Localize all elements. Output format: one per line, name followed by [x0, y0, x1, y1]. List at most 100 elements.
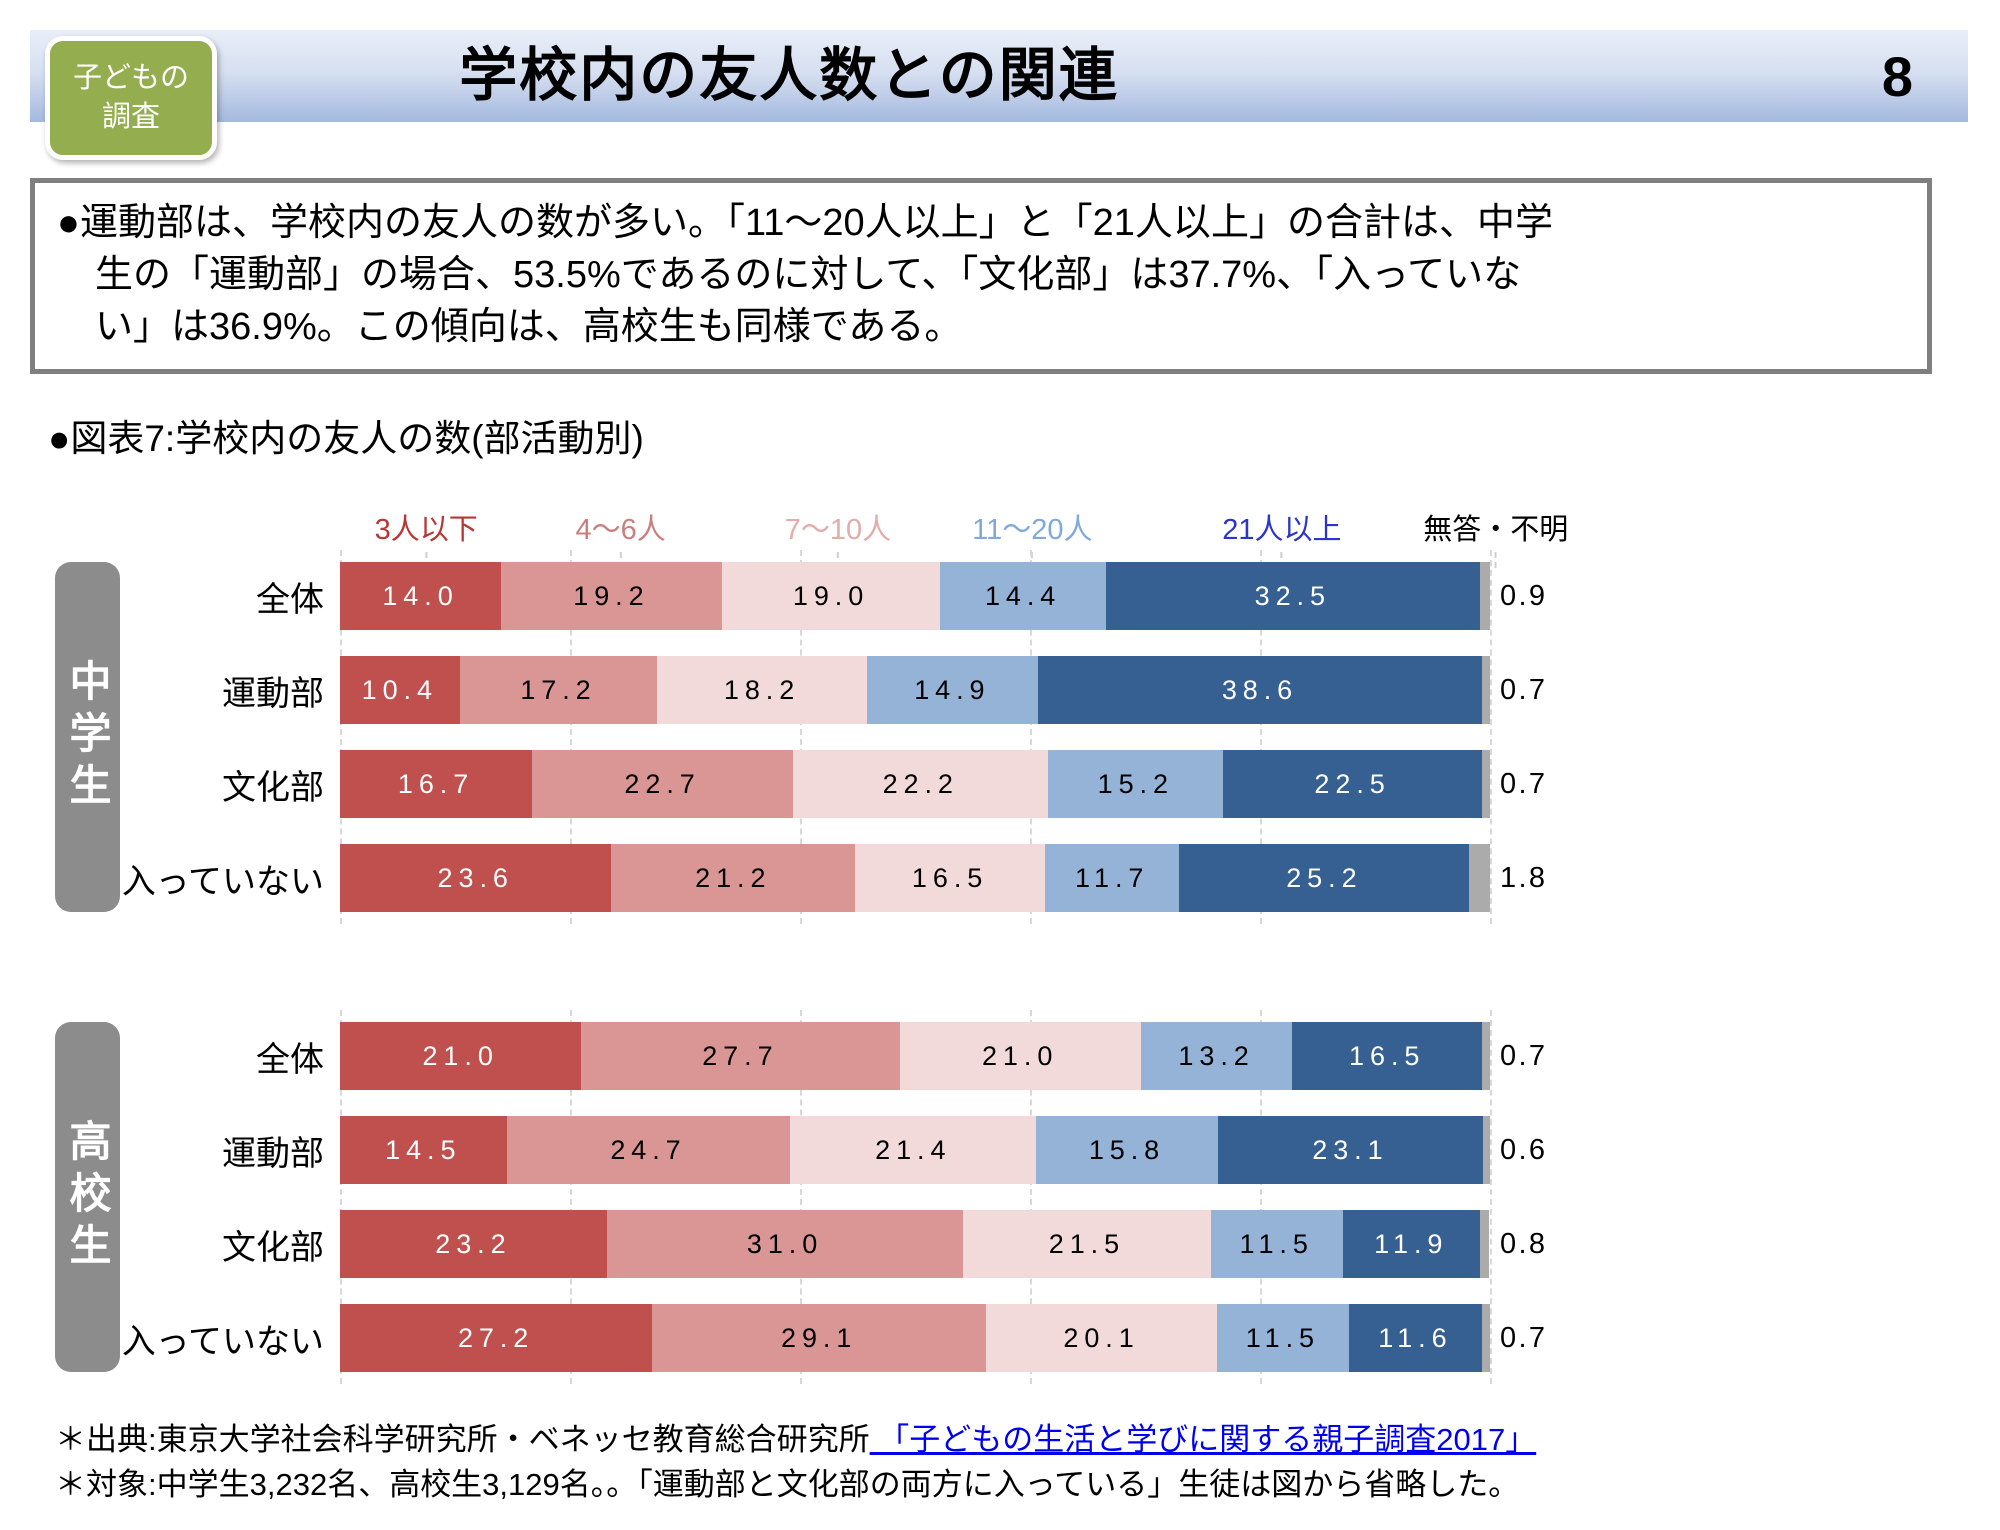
gridline	[1490, 1010, 1492, 1384]
bar-segment-3: 14.4	[940, 562, 1106, 630]
segment-value: 16.7	[397, 768, 475, 799]
gridline	[1030, 550, 1032, 924]
row-label: 全体	[256, 1040, 324, 1079]
group-band-label: 高校生	[55, 1022, 120, 1372]
unanswered-value: 0.7	[1500, 767, 1548, 800]
group-rows: 全体 14.0 19.2 19.0 14.4 32.5 0.9 運動部 10.4 17.2 18.2…	[120, 550, 1570, 924]
stacked-bar: 27.2 29.1 20.1 11.5 11.6	[340, 1304, 1490, 1372]
segment-value: 32.5	[1254, 580, 1331, 611]
segment-value: 14.5	[385, 1134, 462, 1165]
bar-row: 入っていない 23.6 21.2 16.5 11.7 25.2 1.8	[120, 844, 1570, 912]
bar-segment-0: 14.0	[340, 562, 501, 630]
bar-segment-4: 11.6	[1348, 1304, 1482, 1372]
bar-segment-0: 27.2	[340, 1304, 653, 1372]
summary-line-3: い」は36.9%。この傾向は、高校生も同様である。	[95, 306, 963, 348]
chart-group-0: 中学生 全体 14.0 19.2 19.0 14.4 32.5 0.9 運動部 10.4 17.2 1…	[55, 550, 1570, 924]
subjects-note: ＊対象:中学生3,232名、高校生3,129名。。「運動部と文化部の両方に入って…	[55, 1466, 1520, 1502]
legend-label-0: 3人以下	[374, 514, 478, 546]
source-prefix: ＊出典:東京大学社会科学研究所・ベネッセ教育総合研究所	[55, 1422, 870, 1457]
segment-value: 19.0	[792, 580, 870, 611]
bar-segment-3: 15.8	[1036, 1116, 1218, 1184]
gridline	[570, 1010, 572, 1384]
bar-segment-2: 21.4	[790, 1116, 1037, 1184]
bar-segment-0: 10.4	[340, 656, 460, 724]
bar-segment-2: 22.2	[793, 750, 1049, 818]
unanswered-value: 0.7	[1500, 1321, 1548, 1354]
header-band: 子どもの 調査 学校内の友人数との関連 8	[30, 30, 1968, 160]
legend-label-2: 7〜10人	[784, 514, 892, 546]
legend-item: 3人以下	[375, 506, 478, 568]
segment-value: 16.5	[911, 862, 989, 893]
bar-row: 運動部 10.4 17.2 18.2 14.9 38.6 0.7	[120, 656, 1570, 724]
bar-segment-0: 23.2	[340, 1210, 607, 1278]
stacked-bar: 14.0 19.2 19.0 14.4 32.5	[340, 562, 1490, 630]
bar-row: 入っていない 27.2 29.1 20.1 11.5 11.6 0.7	[120, 1304, 1570, 1372]
bar-segment-2: 16.5	[855, 844, 1045, 912]
legend-tick	[425, 552, 428, 568]
segment-value: 18.2	[723, 674, 801, 705]
bar-segment-1: 24.7	[506, 1116, 791, 1184]
bar-row: 文化部 16.7 22.7 22.2 15.2 22.5 0.7	[120, 750, 1570, 818]
stacked-bar: 16.7 22.7 22.2 15.2 22.5	[340, 750, 1490, 818]
page-title: 学校内の友人数との関連	[459, 43, 1119, 108]
bar-segment-5	[1469, 844, 1490, 912]
legend-label-1: 4〜6人	[575, 514, 666, 546]
bar-segment-3: 15.2	[1048, 750, 1224, 818]
segment-value: 23.1	[1312, 1134, 1389, 1165]
gridline	[340, 1010, 342, 1384]
bar-segment-3: 11.5	[1210, 1210, 1343, 1278]
bar-segment-1: 29.1	[652, 1304, 987, 1372]
figure-caption: ●図表7:学校内の友人の数(部活動別)	[48, 418, 644, 459]
bar-segment-4: 32.5	[1105, 562, 1480, 630]
legend-item: 7〜10人	[785, 506, 891, 568]
legend-tick	[619, 552, 622, 568]
bar-segment-3: 13.2	[1140, 1022, 1293, 1090]
bar-segment-0: 23.6	[340, 844, 612, 912]
summary-box: ●運動部は、学校内の友人の数が多い。「11〜20人以上」と「21人以上」の合計は…	[30, 178, 1932, 374]
segment-value: 19.2	[573, 580, 650, 611]
bar-segment-2: 18.2	[657, 656, 867, 724]
bar-segment-1: 21.2	[611, 844, 856, 912]
segment-value: 20.1	[1063, 1322, 1140, 1353]
segment-value: 11.5	[1245, 1322, 1320, 1353]
chart-groups: 中学生 全体 14.0 19.2 19.0 14.4 32.5 0.9 運動部 10.4 17.2 1…	[55, 550, 2000, 1384]
segment-value: 15.8	[1088, 1134, 1166, 1165]
stacked-bar: 21.0 27.7 21.0 13.2 16.5	[340, 1022, 1490, 1090]
summary-line-2: 生の「運動部」の場合、53.5%であるのに対して、「文化部」は37.7%、「入っ…	[95, 254, 1522, 296]
bar-segment-2: 19.0	[721, 562, 941, 630]
bar-segment-5	[1481, 656, 1490, 724]
legend-tick	[1031, 552, 1034, 568]
bar-segment-1: 31.0	[606, 1210, 964, 1278]
row-label: 入っていない	[121, 862, 324, 901]
unanswered-value: 0.9	[1500, 579, 1548, 612]
segment-value: 22.5	[1314, 768, 1391, 799]
bar-row: 全体 14.0 19.2 19.0 14.4 32.5 0.9	[120, 562, 1570, 630]
bar-segment-0: 14.5	[340, 1116, 507, 1184]
row-label: 運動部	[222, 674, 324, 713]
bar-segment-5	[1481, 1304, 1490, 1372]
source-note: ＊出典:東京大学社会科学研究所・ベネッセ教育総合研究所 「子どもの生活と学びに関…	[55, 1418, 2000, 1463]
legend-label-3: 11〜20人	[972, 514, 1093, 546]
stacked-bar: 10.4 17.2 18.2 14.9 38.6	[340, 656, 1490, 724]
row-label: 入っていない	[121, 1322, 324, 1361]
segment-value: 21.4	[875, 1134, 952, 1165]
segment-value: 21.0	[981, 1040, 1059, 1071]
bar-segment-1: 17.2	[459, 656, 658, 724]
stacked-bar-chart: 3人以下 4〜6人 7〜10人 11〜20人 21人以上 無答・不明 中学生 全体 14.0 1…	[0, 506, 2000, 1384]
stacked-bar: 14.5 24.7 21.4 15.8 23.1	[340, 1116, 1491, 1184]
segment-value: 21.5	[1048, 1228, 1126, 1259]
bar-segment-5	[1479, 562, 1490, 630]
bar-segment-4: 16.5	[1292, 1022, 1482, 1090]
row-label: 文化部	[222, 768, 324, 807]
bar-segment-5	[1483, 1116, 1491, 1184]
gridline	[800, 1010, 802, 1384]
row-label: 運動部	[222, 1134, 324, 1173]
survey-report-link[interactable]: 「子どもの生活と学びに関する親子調査2017」	[869, 1422, 1537, 1457]
bar-segment-2: 21.0	[899, 1022, 1141, 1090]
bar-segment-1: 19.2	[501, 562, 722, 630]
gridline	[570, 550, 572, 924]
footer: ＊出典:東京大学社会科学研究所・ベネッセ教育総合研究所 「子どもの生活と学びに関…	[55, 1418, 2000, 1508]
bar-segment-3: 11.7	[1044, 844, 1180, 912]
bar-segment-5	[1481, 750, 1490, 818]
segment-value: 16.5	[1349, 1040, 1426, 1071]
